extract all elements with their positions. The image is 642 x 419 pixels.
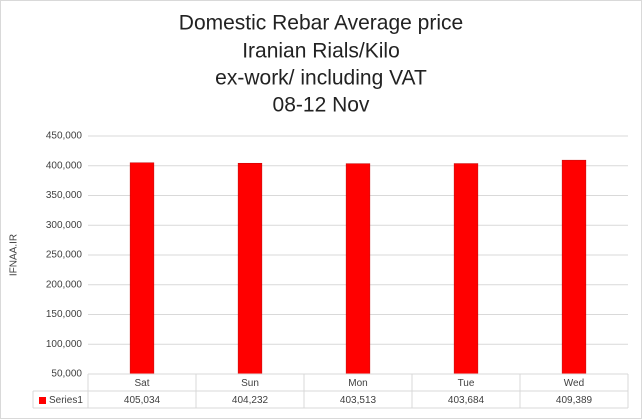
x-tick-label: Sun <box>241 378 259 389</box>
bar <box>345 163 371 375</box>
data-table-value: 403,513 <box>340 395 377 406</box>
bar <box>453 163 479 375</box>
bar <box>561 159 587 375</box>
y-tick-label: 100,000 <box>46 339 83 350</box>
y-tick-label: 150,000 <box>46 309 83 320</box>
legend-key <box>39 397 46 404</box>
chart-title: Domestic Rebar Average price <box>179 12 463 35</box>
y-tick-label: 400,000 <box>46 160 83 171</box>
chart-title: ex-work/ including VAT <box>215 67 427 90</box>
y-axis-label: IFNAA.IR <box>9 234 20 276</box>
y-tick-label: 250,000 <box>46 250 83 261</box>
y-tick-label: 350,000 <box>46 190 83 201</box>
data-table-value: 405,034 <box>124 395 161 406</box>
bar <box>129 162 155 375</box>
data-table-value: 403,684 <box>448 395 485 406</box>
y-tick-label: 200,000 <box>46 279 83 290</box>
x-tick-label: Tue <box>458 378 475 389</box>
bar <box>237 162 263 375</box>
x-tick-label: Wed <box>564 378 584 389</box>
data-table-value: 409,389 <box>556 395 593 406</box>
chart-title: Iranian Rials/Kilo <box>242 40 400 63</box>
chart-title: 08-12 Nov <box>273 94 370 117</box>
y-tick-label: 450,000 <box>46 131 83 142</box>
x-tick-label: Mon <box>348 378 367 389</box>
y-tick-label: 300,000 <box>46 220 83 231</box>
x-tick-label: Sat <box>134 378 149 389</box>
y-tick-label: 50,000 <box>51 369 82 380</box>
legend-label: Series1 <box>49 395 83 406</box>
data-table-value: 404,232 <box>232 395 269 406</box>
